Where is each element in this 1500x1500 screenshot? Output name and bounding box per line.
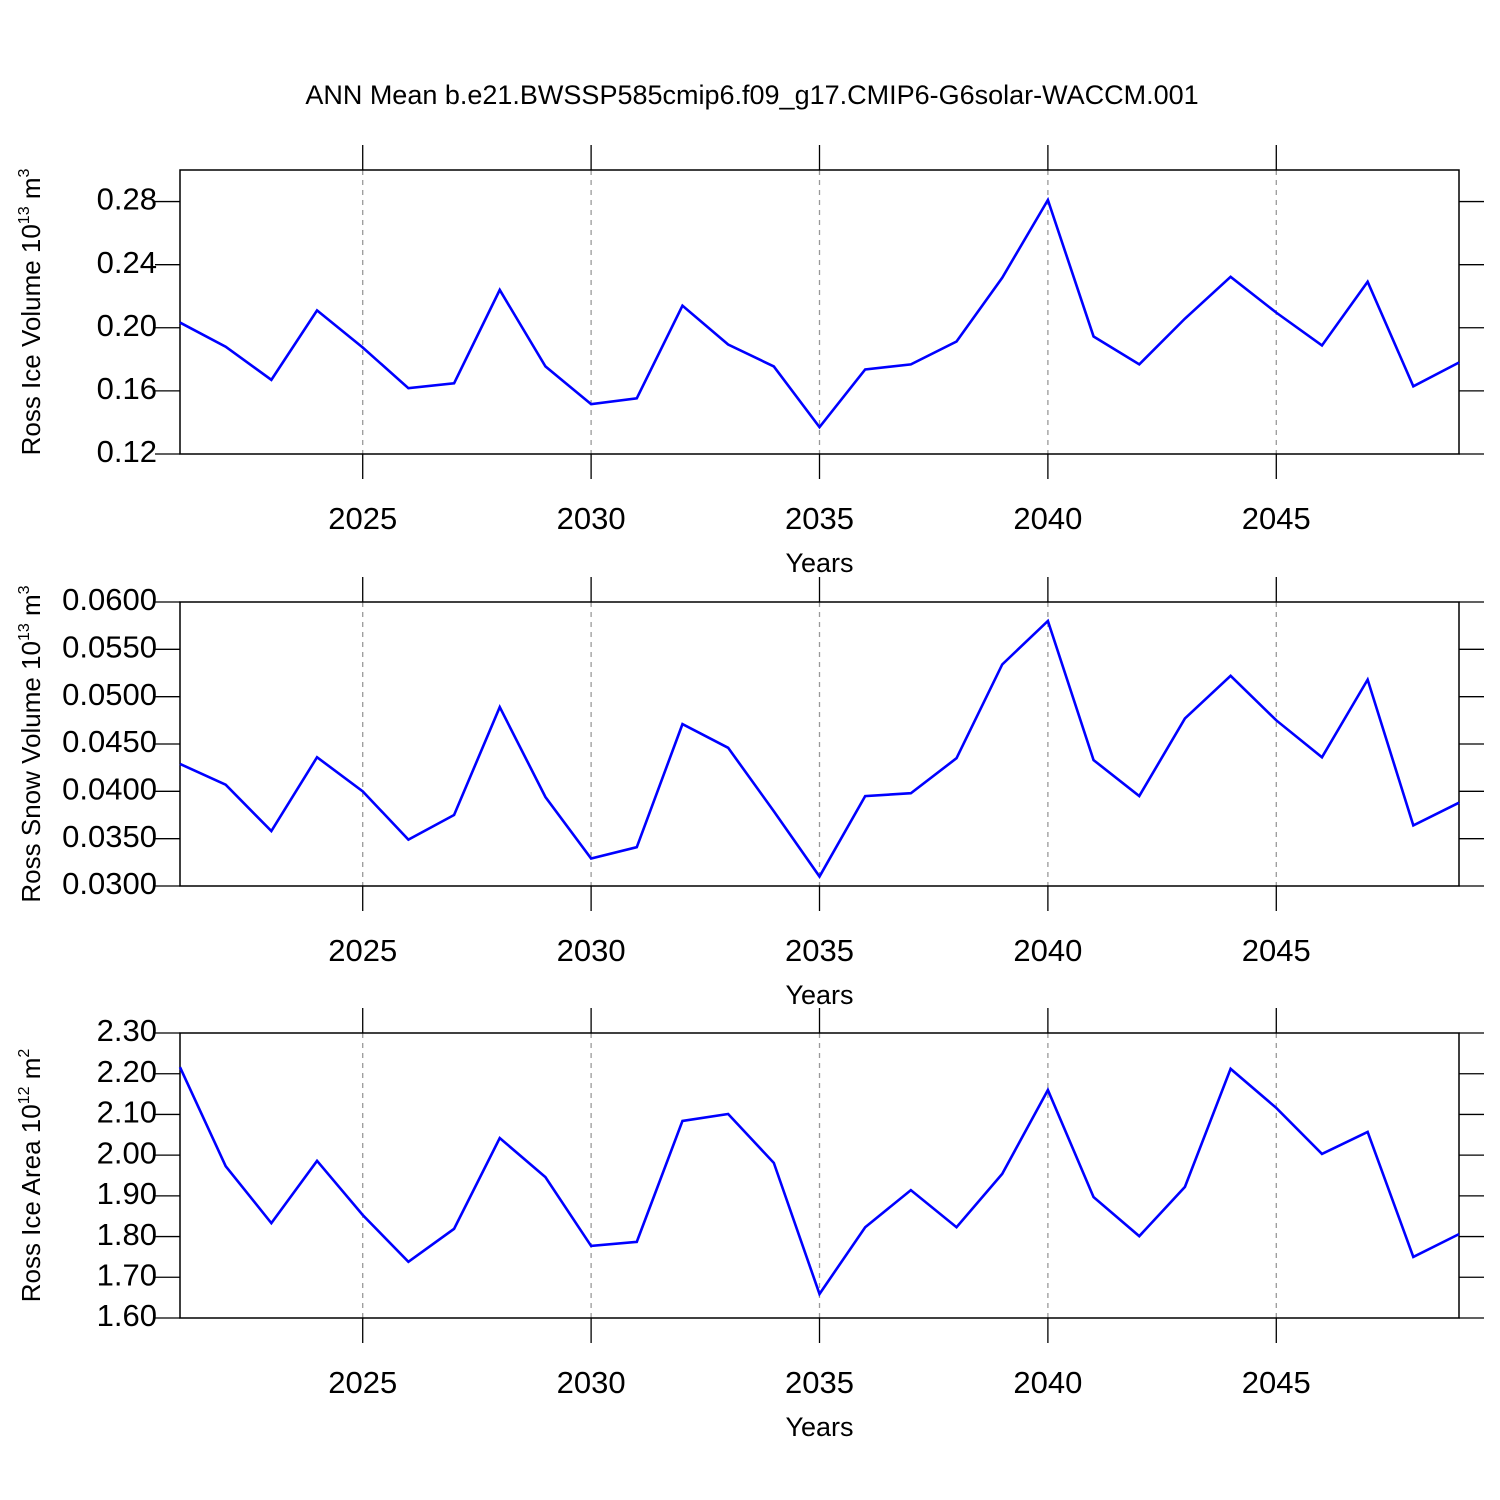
y-label-unit-exp: 3	[16, 585, 33, 594]
x-tick-label: 2035	[785, 1365, 854, 1400]
y-label-text: Ross Ice Area 10	[16, 1104, 46, 1302]
y-label-unit-exp: 3	[16, 168, 33, 177]
data-line	[179, 618, 1460, 879]
y-tick-label: 0.12	[97, 434, 157, 469]
y-tick-label: 1.90	[97, 1176, 157, 1211]
x-tick-label: 2025	[328, 1365, 397, 1400]
data-line	[178, 1066, 1460, 1297]
y-tick-label: 0.0300	[62, 866, 157, 901]
y-tick-label: 2.20	[97, 1054, 157, 1089]
y-tick-label: 0.0450	[62, 724, 157, 759]
y-tick-label: 0.0550	[62, 630, 157, 665]
x-tick-label: 2035	[785, 501, 854, 536]
y-tick-label: 2.30	[97, 1013, 157, 1048]
y-tick-label: 0.28	[97, 182, 157, 217]
x-tick-label: 2040	[1013, 501, 1082, 536]
data-line	[179, 196, 1460, 430]
y-label-unit: m	[16, 594, 46, 623]
y-tick-label: 0.24	[97, 245, 157, 280]
y-label-unit: m	[16, 177, 46, 206]
y-label-exp: 12	[16, 1086, 33, 1104]
y-tick-label: 1.70	[97, 1257, 157, 1292]
x-axis-label: Years	[785, 548, 853, 578]
x-tick-label: 2045	[1242, 501, 1311, 536]
y-axis-label: Ross Ice Area 1012 m2	[16, 1049, 46, 1303]
y-tick-label: 0.0500	[62, 677, 157, 712]
x-tick-label: 2025	[328, 933, 397, 968]
y-tick-label: 1.80	[97, 1217, 157, 1252]
x-tick-label: 2025	[328, 501, 397, 536]
y-label-exp: 13	[16, 206, 33, 224]
y-tick-label: 0.0350	[62, 819, 157, 854]
x-tick-label: 2030	[557, 501, 626, 536]
x-tick-label: 2035	[785, 933, 854, 968]
y-label-text: Ross Snow Volume 10	[16, 641, 46, 903]
y-tick-label: 0.0600	[62, 582, 157, 617]
y-axis-label: Ross Ice Volume 1013 m3	[16, 168, 46, 455]
y-axis-label: Ross Snow Volume 1013 m3	[16, 585, 46, 902]
figure-title: ANN Mean b.e21.BWSSP585cmip6.f09_g17.CMI…	[305, 80, 1198, 110]
y-label-unit: m	[16, 1058, 46, 1087]
x-axis-label: Years	[785, 980, 853, 1010]
y-tick-label: 2.10	[97, 1095, 157, 1130]
plot-frame	[179, 1032, 1460, 1319]
y-tick-label: 0.0400	[62, 772, 157, 807]
y-label-unit-exp: 2	[16, 1049, 33, 1058]
plot-frame	[179, 601, 1460, 887]
x-tick-label: 2040	[1013, 933, 1082, 968]
plot-frame	[179, 169, 1460, 455]
y-label-exp: 13	[16, 623, 33, 641]
x-axis-label: Years	[785, 1412, 853, 1442]
x-tick-label: 2040	[1013, 1365, 1082, 1400]
y-tick-label: 1.60	[97, 1298, 157, 1333]
y-tick-label: 0.20	[97, 308, 157, 343]
y-tick-label: 0.16	[97, 371, 157, 406]
y-label-text: Ross Ice Volume 10	[16, 224, 46, 455]
x-tick-label: 2045	[1242, 933, 1311, 968]
x-tick-label: 2045	[1242, 1365, 1311, 1400]
x-tick-label: 2030	[557, 1365, 626, 1400]
y-tick-label: 2.00	[97, 1135, 157, 1170]
x-tick-label: 2030	[557, 933, 626, 968]
